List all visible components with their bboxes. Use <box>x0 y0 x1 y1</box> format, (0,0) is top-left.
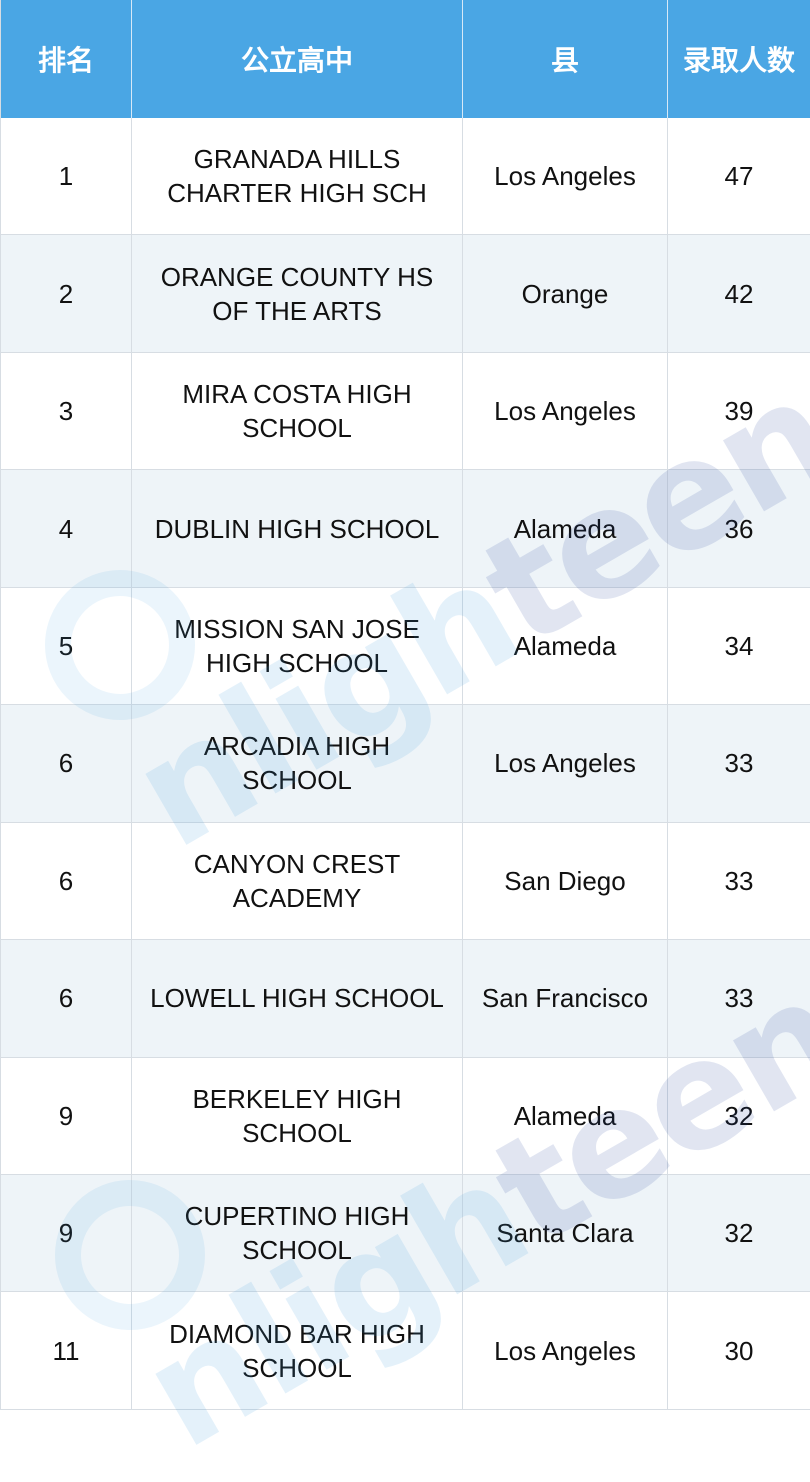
county-cell: San Diego <box>463 823 668 940</box>
count-cell: 34 <box>668 588 810 705</box>
county-cell: Los Angeles <box>463 118 668 235</box>
county-cell: San Francisco <box>463 940 668 1057</box>
school-cell: ORANGE COUNTY HS OF THE ARTS <box>132 235 463 352</box>
rank-cell: 5 <box>1 588 132 705</box>
count-cell: 33 <box>668 940 810 1057</box>
county-cell: Alameda <box>463 588 668 705</box>
rank-cell: 6 <box>1 705 132 822</box>
header-rank: 排名 <box>1 0 132 118</box>
school-cell: GRANADA HILLS CHARTER HIGH SCH <box>132 118 463 235</box>
rank-cell: 6 <box>1 823 132 940</box>
county-cell: Los Angeles <box>463 353 668 470</box>
header-county: 县 <box>463 0 668 118</box>
school-cell: BERKELEY HIGH SCHOOL <box>132 1058 463 1175</box>
school-cell: LOWELL HIGH SCHOOL <box>132 940 463 1057</box>
school-cell: CUPERTINO HIGH SCHOOL <box>132 1175 463 1292</box>
school-cell: CANYON CREST ACADEMY <box>132 823 463 940</box>
count-cell: 32 <box>668 1058 810 1175</box>
count-cell: 32 <box>668 1175 810 1292</box>
school-cell: MISSION SAN JOSE HIGH SCHOOL <box>132 588 463 705</box>
header-school: 公立高中 <box>132 0 463 118</box>
count-cell: 30 <box>668 1292 810 1409</box>
school-cell: DUBLIN HIGH SCHOOL <box>132 470 463 587</box>
header-count: 录取人数 <box>668 0 810 118</box>
school-cell: MIRA COSTA HIGH SCHOOL <box>132 353 463 470</box>
county-cell: Santa Clara <box>463 1175 668 1292</box>
count-cell: 33 <box>668 705 810 822</box>
count-cell: 39 <box>668 353 810 470</box>
county-cell: Los Angeles <box>463 705 668 822</box>
rank-cell: 6 <box>1 940 132 1057</box>
county-cell: Orange <box>463 235 668 352</box>
rank-cell: 1 <box>1 118 132 235</box>
rank-cell: 3 <box>1 353 132 470</box>
count-cell: 42 <box>668 235 810 352</box>
rank-cell: 11 <box>1 1292 132 1409</box>
ranking-table: 排名 公立高中 县 录取人数 1 GRANADA HILLS CHARTER H… <box>0 0 810 1410</box>
county-cell: Los Angeles <box>463 1292 668 1409</box>
school-cell: ARCADIA HIGH SCHOOL <box>132 705 463 822</box>
rank-cell: 2 <box>1 235 132 352</box>
count-cell: 36 <box>668 470 810 587</box>
rank-cell: 9 <box>1 1058 132 1175</box>
school-cell: DIAMOND BAR HIGH SCHOOL <box>132 1292 463 1409</box>
rank-cell: 9 <box>1 1175 132 1292</box>
rank-cell: 4 <box>1 470 132 587</box>
county-cell: Alameda <box>463 1058 668 1175</box>
count-cell: 33 <box>668 823 810 940</box>
county-cell: Alameda <box>463 470 668 587</box>
count-cell: 47 <box>668 118 810 235</box>
